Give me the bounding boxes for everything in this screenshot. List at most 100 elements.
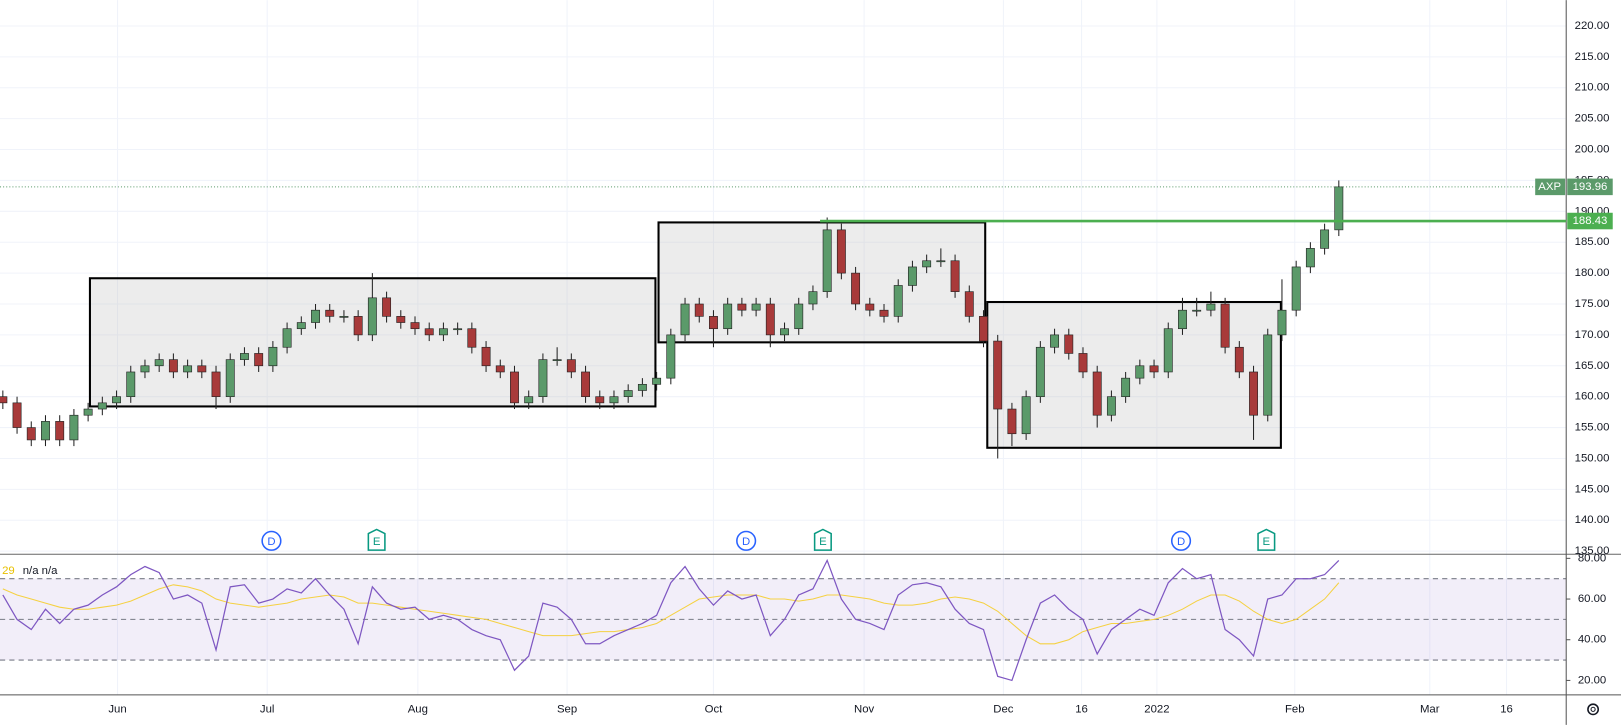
candle-body [1149,365,1159,373]
candle-body [382,297,392,317]
candle-body [140,365,150,373]
candle-body [879,309,889,317]
candle-body [453,328,463,331]
candle-body [325,309,335,317]
candle-body [510,371,519,404]
candle-body [893,285,903,317]
event-label: D [267,536,275,548]
candle-body [623,390,633,397]
y-tick-label: 220.00 [1575,20,1610,32]
candle-body [709,316,718,330]
candle-body [822,229,832,292]
event-marker [813,528,832,551]
candle-body [467,328,477,348]
candle-body [197,365,207,373]
candle-body [1291,266,1301,311]
candle-body [993,340,1003,410]
candle-body [55,421,65,441]
range-box[interactable] [986,300,1282,449]
symbol-tag [1535,178,1566,196]
x-tick-label: Jul [260,703,275,715]
candle-body [424,328,434,336]
candle-body [680,303,690,336]
event-label: E [1263,536,1271,548]
y-tick-label: 170.00 [1575,329,1610,341]
candle-body [979,316,988,342]
y-tick-label: 165.00 [1575,360,1610,372]
y-tick-label: 155.00 [1575,422,1610,434]
candle-body [112,396,121,404]
y-tick-label: 140.00 [1575,514,1610,526]
candle-body [0,396,8,404]
candle-body [950,260,960,292]
candle-body [637,384,647,391]
gear-center[interactable] [1590,706,1596,712]
candle-body [41,421,50,441]
gear[interactable] [1587,703,1600,716]
candle-body [154,359,164,367]
x-tick-label: Mar [1420,703,1440,715]
candle-body [410,322,420,330]
candle-body [1277,309,1287,336]
candle-body [566,359,576,373]
candle-body [268,346,278,367]
rsi-legend-text: n/a n/a [23,565,58,577]
candle-body [851,272,861,305]
candle-body [765,303,775,336]
candle-body [1206,303,1216,311]
candle-body [1078,353,1088,373]
x-tick-label: 16 [1500,703,1513,715]
candle-body [1035,346,1045,397]
candle-body [69,414,79,441]
level-label: 188.43 [1573,215,1608,227]
candle-body [581,371,590,397]
y-tick-label: 205.00 [1575,113,1610,125]
event-marker [367,528,386,551]
x-tick-label: Aug [408,703,428,715]
y-tick-label: 150.00 [1575,452,1610,464]
candle-body [339,316,349,318]
x-tick-label: Nov [854,703,875,715]
y-tick-label: 135.00 [1575,545,1610,557]
candle-body [495,365,505,373]
x-tick-label: 16 [1075,703,1088,715]
event-label: E [819,536,827,548]
candle-body [1163,328,1173,373]
candle-body [1106,396,1116,416]
candle-body [907,266,917,286]
candle-body [481,346,491,367]
candle-body [1121,377,1131,397]
candle-body [1320,229,1330,249]
candle-body [1220,303,1230,348]
event-label: D [1177,536,1185,548]
candle-body [168,359,178,373]
candle-body [126,371,136,397]
candle-body [183,365,193,373]
candle-body [652,377,662,385]
y-tick-label: 145.00 [1575,483,1610,495]
candle-body [1007,408,1017,435]
candle-body [794,303,804,330]
candle-body [865,303,875,311]
range-box[interactable] [657,221,987,344]
x-tick-label: Feb [1285,703,1305,715]
candle-body [1050,334,1060,348]
candle-body [808,291,818,305]
candle-body [12,402,22,428]
candle-body [737,303,747,311]
last-price-tag [1567,178,1613,196]
candle-body [780,328,789,336]
y-tick-label: 175.00 [1575,298,1610,310]
x-tick-label: Dec [993,703,1014,715]
candle-body [1249,371,1258,416]
settings-icon[interactable] [1587,703,1600,716]
candle-body [311,309,320,323]
rsi-legend-value: 29 [2,565,15,577]
rsi-tick-label: 60.00 [1578,593,1606,605]
y-tick-label: 160.00 [1575,391,1610,403]
x-tick-label: Sep [557,703,577,715]
candle-body [1178,309,1187,330]
candle-body [1234,346,1244,373]
candle-body [396,316,406,323]
